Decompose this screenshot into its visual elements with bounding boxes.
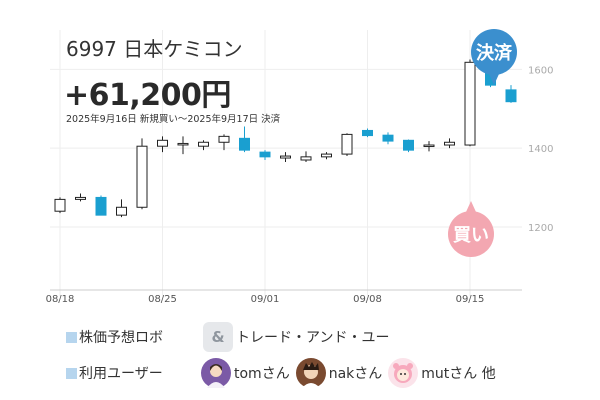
- candle: [362, 128, 373, 138]
- candle: [444, 138, 455, 149]
- candle-body: [362, 129, 373, 137]
- candle-body: [423, 144, 435, 148]
- candle: [300, 151, 312, 162]
- candle: [218, 134, 230, 151]
- candle: [75, 193, 86, 202]
- candle: [259, 150, 271, 160]
- candle: [341, 133, 353, 157]
- candle-body: [341, 133, 353, 155]
- y-tick-label: 1400: [528, 144, 553, 155]
- candle: [95, 195, 107, 216]
- stock-ticker-name: 6997 日本ケミコン: [66, 37, 243, 61]
- x-tick-label: 09/08: [353, 294, 382, 305]
- candle: [198, 140, 209, 151]
- candle-body: [136, 145, 148, 208]
- candle: [403, 139, 414, 153]
- candle: [382, 132, 394, 145]
- candle-body: [177, 142, 189, 146]
- candle-body: [95, 196, 107, 216]
- candle: [464, 59, 476, 147]
- legend-square-icon: [66, 331, 77, 343]
- robot-name-link[interactable]: トレード・アンド・ユー: [236, 330, 390, 346]
- candle-body: [403, 139, 414, 151]
- candle: [136, 138, 148, 210]
- user-name-mut[interactable]: mutさん 他: [421, 366, 496, 382]
- y-tick-label: 1200: [528, 223, 553, 234]
- y-tick-label: 1600: [528, 65, 553, 76]
- candle: [177, 136, 189, 155]
- candle-body: [300, 156, 312, 161]
- candle-body: [382, 134, 394, 142]
- x-tick-label: 08/25: [148, 294, 177, 305]
- candle: [239, 126, 250, 153]
- avatar-mut-icon[interactable]: [388, 358, 419, 388]
- legend-square-icon: [66, 367, 77, 379]
- settle-marker: 決済: [471, 29, 517, 85]
- avatar-nak-icon[interactable]: [295, 358, 326, 388]
- candle-body: [239, 137, 250, 151]
- avatar-tom-icon[interactable]: [201, 358, 231, 388]
- candle-body: [321, 153, 332, 158]
- candle-body: [54, 198, 66, 212]
- candle-body: [444, 141, 455, 146]
- candlestick-chart: 1600 1400 1200 08/18 08/25 09/01 09/08 09/15: [46, 30, 554, 305]
- chart-axes: 1600 1400 1200 08/18 08/25 09/01 09/08 09/15: [46, 65, 554, 305]
- candle: [157, 136, 168, 153]
- candle-body: [280, 155, 291, 159]
- users-legend-row: 利用ユーザー tomさん nakさん mutさん 他: [66, 358, 502, 388]
- candle-body: [505, 89, 517, 103]
- candle: [54, 197, 66, 214]
- candle: [505, 85, 517, 103]
- candle-body: [116, 206, 127, 216]
- user-name-nak[interactable]: nakさん: [328, 366, 383, 382]
- candle-body: [75, 196, 86, 200]
- candle: [116, 199, 127, 218]
- users-label: 利用ユーザー: [79, 366, 163, 382]
- candle: [321, 152, 332, 160]
- profit-amount: +61,200円: [64, 78, 231, 113]
- x-tick-label: 09/01: [251, 294, 280, 305]
- user-name-tom[interactable]: tomさん: [234, 366, 290, 382]
- robot-logo-icon: &: [203, 322, 233, 352]
- robot-legend-row: 株価予想ロボ & トレード・アンド・ユー: [66, 322, 389, 352]
- candle-body: [157, 139, 168, 147]
- candle: [423, 141, 435, 152]
- candle-body: [259, 151, 271, 158]
- candle: [280, 152, 291, 162]
- x-tick-label: 09/15: [456, 294, 485, 305]
- candle-body: [198, 141, 209, 147]
- x-tick-label: 08/18: [46, 294, 75, 305]
- chart-candles: [54, 59, 517, 218]
- candle-body: [464, 61, 476, 146]
- chart-grid: [50, 30, 522, 296]
- robot-label: 株価予想ロボ: [79, 330, 163, 346]
- buy-marker: 買い: [448, 201, 494, 257]
- candle-body: [218, 135, 230, 143]
- trade-period: 2025年9月16日 新規買い〜2025年9月17日 決済: [66, 114, 281, 125]
